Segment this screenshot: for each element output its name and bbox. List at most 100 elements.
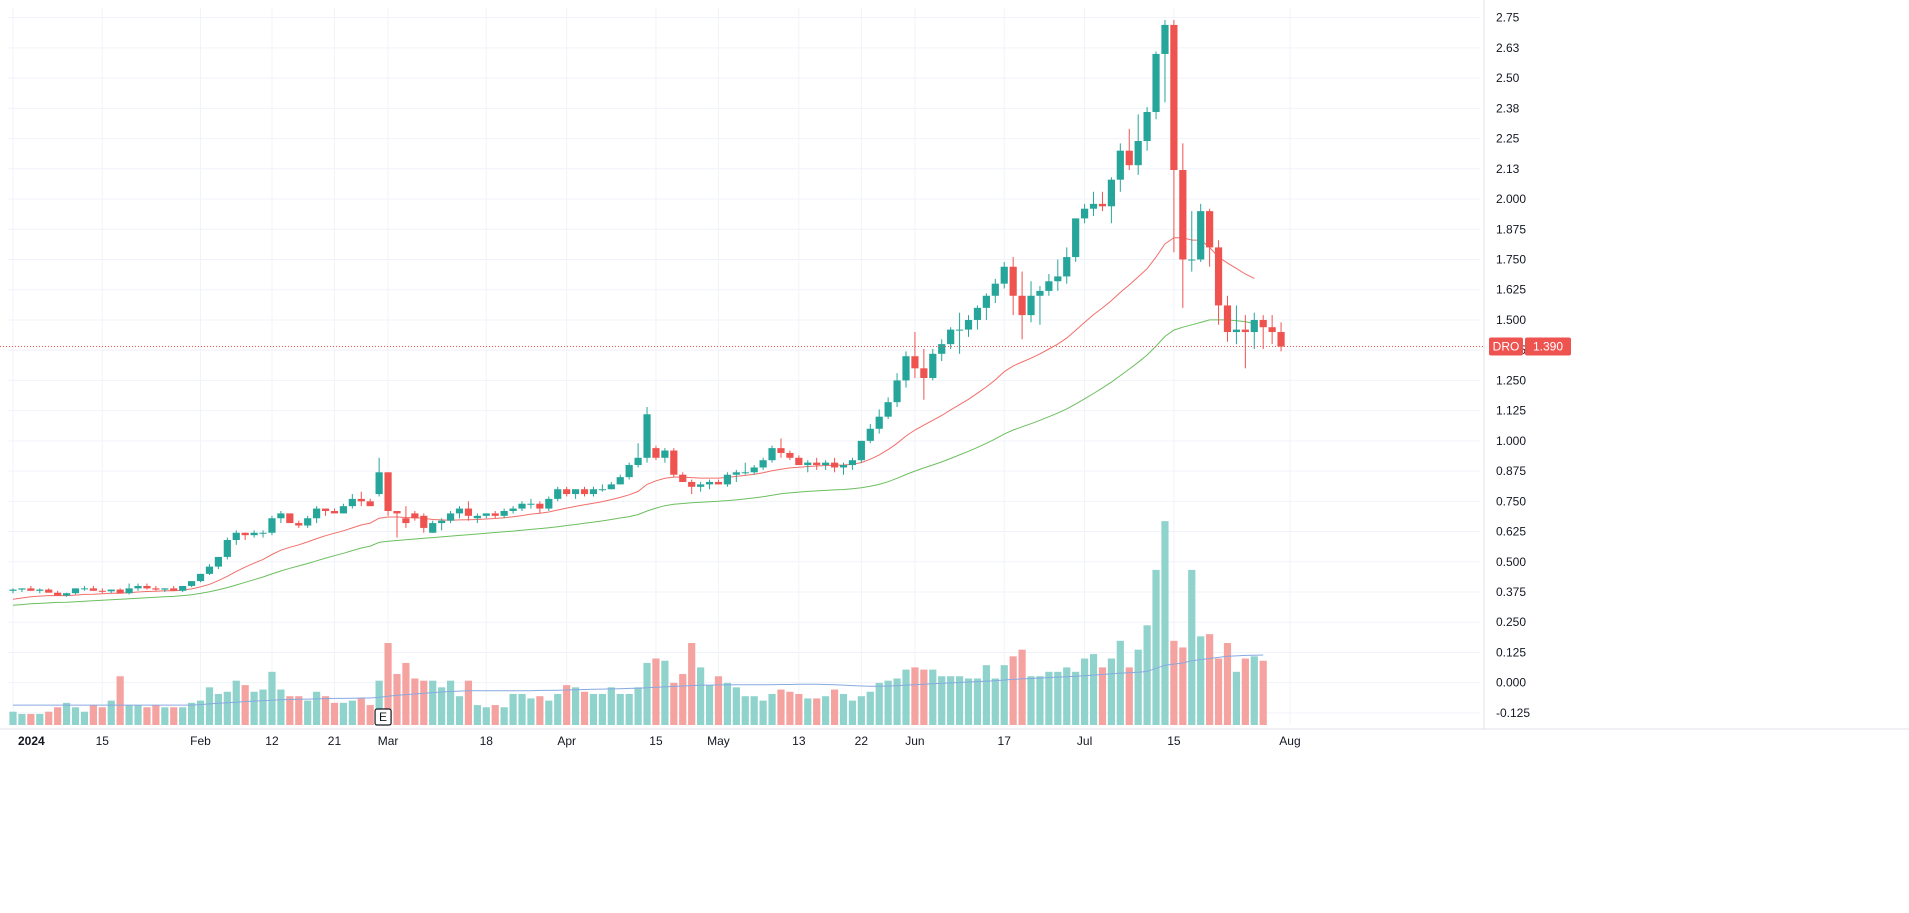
candle-body bbox=[661, 450, 669, 458]
candle-body bbox=[313, 508, 321, 519]
volume-bar bbox=[1250, 656, 1258, 725]
candle-body bbox=[268, 518, 276, 533]
volume-bar bbox=[1241, 658, 1249, 725]
price-tick-label: 2.25 bbox=[1496, 132, 1520, 146]
price-tick-label: 0.625 bbox=[1496, 525, 1526, 539]
volume-bar bbox=[223, 691, 231, 725]
candle-body bbox=[741, 472, 749, 474]
candle-body bbox=[1098, 203, 1107, 207]
volume-bar bbox=[1089, 654, 1098, 725]
volume-bar bbox=[804, 698, 812, 725]
price-tick-label: 1.625 bbox=[1496, 283, 1526, 297]
volume-bar bbox=[777, 689, 785, 725]
candle-body bbox=[884, 402, 892, 417]
candle-body bbox=[107, 589, 115, 592]
candle-body bbox=[438, 520, 446, 524]
volume-bar bbox=[277, 689, 285, 725]
volume-bar bbox=[893, 678, 901, 725]
volume-bar bbox=[1170, 640, 1178, 725]
candle-body bbox=[991, 283, 999, 296]
volume-bar bbox=[661, 660, 669, 725]
volume-bar bbox=[295, 696, 303, 725]
volume-bar bbox=[607, 687, 615, 725]
candle-body bbox=[1125, 150, 1133, 166]
price-tick-label: 1.000 bbox=[1496, 434, 1526, 448]
candle-body bbox=[366, 501, 374, 507]
price-tick-label: 1.250 bbox=[1496, 373, 1526, 387]
candle-body bbox=[955, 329, 964, 331]
volume-bar bbox=[80, 711, 89, 725]
candle-body bbox=[321, 508, 330, 511]
time-tick-label: 2024 bbox=[18, 734, 45, 748]
candle-body bbox=[1072, 218, 1080, 258]
time-tick-label: Jul bbox=[1077, 734, 1092, 748]
candle-body bbox=[714, 481, 723, 485]
volume-bar bbox=[107, 700, 115, 725]
volume-bar bbox=[1161, 521, 1169, 725]
candle-body bbox=[723, 474, 731, 485]
candle-body bbox=[205, 566, 214, 574]
volume-bar bbox=[875, 682, 883, 725]
candlestick-series[interactable] bbox=[9, 20, 1285, 597]
volume-bar bbox=[482, 707, 490, 725]
candle-body bbox=[1009, 266, 1017, 296]
candle-body bbox=[643, 414, 651, 458]
candle-body bbox=[446, 513, 455, 521]
candle-body bbox=[1206, 211, 1214, 248]
candle-body bbox=[607, 484, 615, 490]
candle-body bbox=[1179, 170, 1187, 260]
candle-body bbox=[420, 515, 428, 528]
price-tick-label: 2.000 bbox=[1496, 192, 1526, 206]
volume-bar bbox=[429, 680, 437, 725]
candle-body bbox=[1116, 150, 1124, 180]
time-tick-label: 18 bbox=[480, 734, 494, 748]
candle-body bbox=[179, 585, 187, 591]
volume-bar bbox=[1081, 658, 1089, 725]
volume-bar bbox=[1259, 660, 1267, 725]
candle-body bbox=[947, 329, 955, 345]
volume-bar bbox=[1206, 634, 1214, 725]
candle-body bbox=[9, 589, 17, 591]
candle-body bbox=[804, 462, 812, 466]
candle-body bbox=[652, 448, 660, 458]
candle-body bbox=[777, 448, 785, 453]
candle-body bbox=[902, 356, 910, 381]
volume-bar bbox=[1000, 665, 1008, 725]
volume-bar bbox=[491, 705, 499, 725]
candle-body bbox=[196, 573, 205, 582]
volume-bar bbox=[116, 676, 124, 725]
candle-body bbox=[866, 428, 874, 441]
candle-body bbox=[18, 588, 26, 590]
candle-body bbox=[170, 588, 178, 591]
candle-body bbox=[80, 588, 89, 590]
time-tick-label: Apr bbox=[557, 734, 576, 748]
ma-slow-line bbox=[12, 319, 1255, 606]
volume-bar bbox=[1098, 667, 1107, 725]
volume-bar bbox=[1045, 671, 1053, 725]
volume-bar bbox=[545, 700, 553, 725]
candle-body bbox=[732, 472, 740, 475]
volume-bar bbox=[714, 676, 723, 725]
volume-bar bbox=[902, 669, 910, 725]
volume-bar bbox=[1054, 671, 1062, 725]
volume-bar bbox=[1223, 643, 1232, 725]
candle-body bbox=[161, 588, 169, 590]
time-tick-label: 22 bbox=[855, 734, 869, 748]
volume-bar bbox=[268, 671, 276, 725]
price-axis[interactable]: 2.75 2.63 2.50 2.38 2.25 2.13 2.000 1.875 1.750 1… bbox=[1496, 11, 1530, 720]
volume-bar bbox=[759, 700, 767, 725]
candle-body bbox=[125, 588, 133, 594]
candle-body bbox=[1089, 203, 1098, 209]
price-tick-label: 0.250 bbox=[1496, 615, 1526, 629]
volume-bar bbox=[375, 680, 383, 725]
volume-bar bbox=[1036, 676, 1044, 725]
time-axis[interactable]: 2024 15 Feb 12 21 Mar 18 Apr 15 May 13 22 Jun 17 Jul 15… bbox=[18, 734, 1301, 748]
candle-body bbox=[116, 589, 124, 594]
candle-body bbox=[1214, 247, 1223, 306]
earnings-marker[interactable]: E bbox=[374, 708, 392, 726]
candle-body bbox=[286, 513, 294, 524]
candle-body bbox=[1045, 281, 1053, 291]
candle-body bbox=[98, 590, 106, 592]
candle-body bbox=[384, 472, 392, 511]
